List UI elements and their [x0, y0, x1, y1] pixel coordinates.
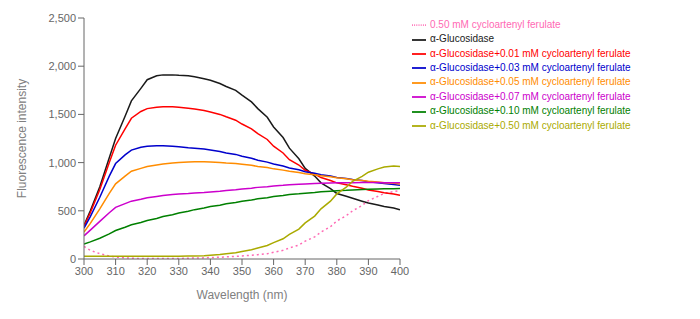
svg-text:330: 330: [170, 265, 188, 277]
svg-text:300: 300: [75, 265, 93, 277]
svg-text:340: 340: [201, 265, 219, 277]
svg-text:400: 400: [391, 265, 409, 277]
svg-text:350: 350: [233, 265, 251, 277]
svg-text:2,500: 2,500: [48, 12, 76, 24]
html-text:α-Glucosidase+0.10 mM cycloart: α-Glucosidase+0.10 mM cycloartenyl ferul…: [430, 105, 631, 117]
svg-text:370: 370: [296, 265, 314, 277]
svg-text:0: 0: [70, 253, 76, 265]
svg-text:320: 320: [138, 265, 156, 277]
html-text:0.50 mM cycloartenyl ferulate: 0.50 mM cycloartenyl ferulate: [430, 19, 561, 30]
html-text:α-Glucosidase+0.07 mM cycloart: α-Glucosidase+0.07 mM cycloartenyl ferul…: [430, 90, 631, 102]
svg-text:Wavelength (nm): Wavelength (nm): [197, 288, 288, 302]
svg-text:2,000: 2,000: [48, 60, 76, 72]
html-text:α-Glucosidase+0.01 mM cycloart: α-Glucosidase+0.01 mM cycloartenyl ferul…: [430, 47, 631, 59]
html-text:α-Glucosidase+0.05 mM cycloart: α-Glucosidase+0.05 mM cycloartenyl ferul…: [430, 76, 631, 88]
svg-text:360: 360: [264, 265, 282, 277]
svg-text:310: 310: [106, 265, 124, 277]
svg-text:380: 380: [328, 265, 346, 277]
svg-text:1,500: 1,500: [48, 108, 76, 120]
svg-text:500: 500: [58, 205, 76, 217]
svg-text:390: 390: [359, 265, 377, 277]
html-text:α-Glucosidase: α-Glucosidase: [430, 33, 495, 45]
svg-text:1,000: 1,000: [48, 157, 76, 169]
html-text:α-Glucosidase+0.50 mM cycloart: α-Glucosidase+0.50 mM cycloartenyl ferul…: [430, 119, 631, 131]
svg-text:Fluorescence intensity: Fluorescence intensity: [15, 79, 29, 198]
html-text:α-Glucosidase+0.03 mM cycloart: α-Glucosidase+0.03 mM cycloartenyl ferul…: [430, 62, 631, 74]
